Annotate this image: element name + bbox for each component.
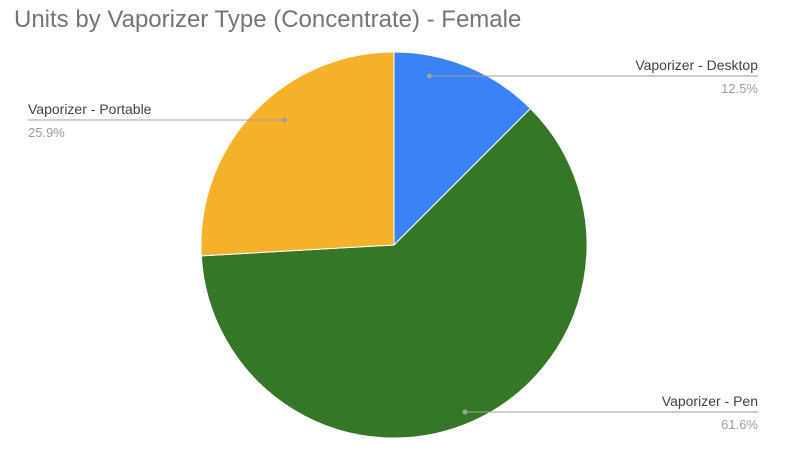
leader-dot [462, 409, 468, 415]
pie-slice-vaporizer-portable[interactable] [200, 51, 395, 257]
pie-slice-vaporizer-pen[interactable] [200, 107, 588, 439]
slice-label: Vaporizer - Desktop [635, 57, 758, 73]
chart-title: Units by Vaporizer Type (Concentrate) - … [14, 6, 522, 33]
pie-slice-vaporizer-desktop[interactable] [393, 51, 532, 247]
slice-label: Vaporizer - Portable [28, 101, 152, 117]
leader-dot [426, 73, 432, 79]
slice-label: Vaporizer - Pen [662, 393, 758, 409]
slice-value: 25.9% [28, 125, 65, 140]
slice-value: 12.5% [721, 81, 758, 96]
leader-dot [282, 117, 288, 123]
slice-value: 61.6% [721, 417, 758, 432]
